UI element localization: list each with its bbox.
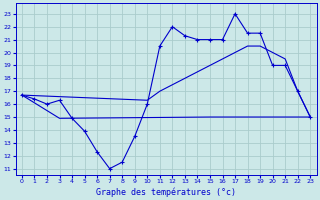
- X-axis label: Graphe des températures (°c): Graphe des températures (°c): [96, 187, 236, 197]
